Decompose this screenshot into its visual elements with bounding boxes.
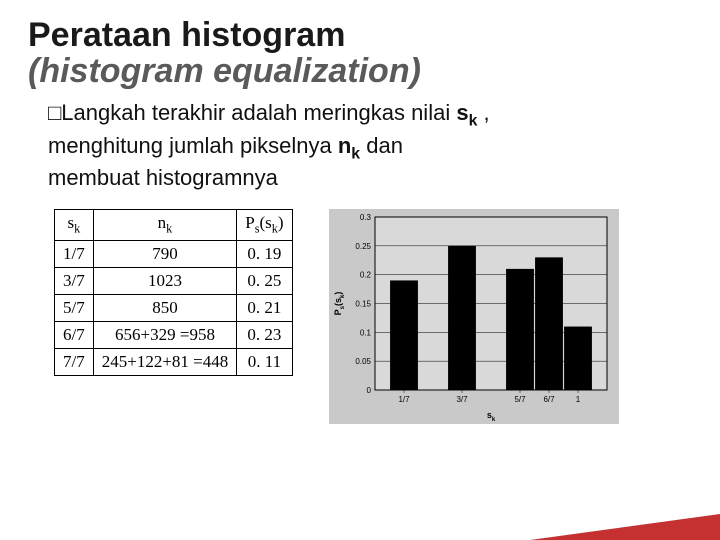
svg-text:0.05: 0.05 (355, 357, 371, 366)
table-header-row: sk nk Ps(sk) (55, 210, 293, 240)
data-table: sk nk Ps(sk) 1/77900. 193/710230. 255/78… (54, 209, 293, 375)
svg-text:0.1: 0.1 (359, 329, 371, 338)
svg-text:0: 0 (366, 386, 371, 395)
col-sk: sk (55, 210, 94, 240)
svg-text:0.2: 0.2 (359, 271, 371, 280)
table-row: 6/7656+329 =9580. 23 (55, 321, 293, 348)
table-row: 5/78500. 21 (55, 294, 293, 321)
table-row: 1/77900. 19 (55, 240, 293, 267)
paragraph: □Langkah terakhir adalah meringkas nilai… (0, 89, 720, 191)
svg-text:0.15: 0.15 (355, 300, 371, 309)
decor-triangle (530, 514, 720, 540)
histogram-chart: 00.050.10.150.20.250.3Ps(sk)1/73/75/76/7… (329, 209, 619, 424)
col-nk: nk (93, 210, 237, 240)
title-main: Perataan histogram (28, 18, 720, 54)
bullet-icon: □ (48, 100, 61, 125)
svg-text:6/7: 6/7 (543, 395, 555, 404)
table-row: 7/7245+122+81 =4480. 11 (55, 348, 293, 375)
title-sub: (histogram equalization) (28, 54, 720, 90)
svg-text:0.25: 0.25 (355, 242, 371, 251)
col-ps: Ps(sk) (237, 210, 292, 240)
svg-text:3/7: 3/7 (456, 395, 468, 404)
svg-text:5/7: 5/7 (514, 395, 526, 404)
svg-text:1/7: 1/7 (398, 395, 410, 404)
svg-text:0.3: 0.3 (359, 213, 371, 222)
svg-text:1: 1 (575, 395, 580, 404)
table-row: 3/710230. 25 (55, 267, 293, 294)
